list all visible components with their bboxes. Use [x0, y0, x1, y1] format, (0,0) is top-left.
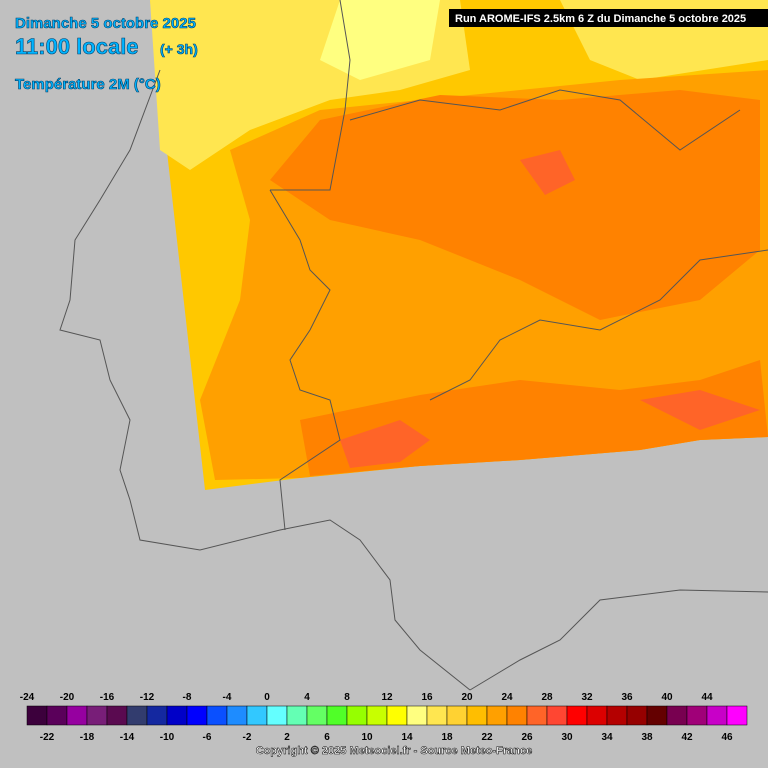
- legend-swatch: [726, 705, 748, 726]
- legend-swatch: [366, 705, 388, 726]
- legend-label: 22: [481, 732, 493, 743]
- legend-label: -16: [100, 692, 115, 703]
- legend-label: -6: [203, 732, 212, 743]
- legend-label: -20: [60, 692, 75, 703]
- legend-label: 2: [284, 732, 290, 743]
- legend-swatch: [526, 705, 548, 726]
- legend-swatch: [706, 705, 728, 726]
- legend-label: 16: [421, 692, 433, 703]
- legend-label: 12: [381, 692, 393, 703]
- legend-swatch: [166, 705, 188, 726]
- time: 11:00 locale: [15, 34, 139, 59]
- legend-label: 18: [441, 732, 453, 743]
- legend-label: -8: [183, 692, 192, 703]
- legend-label: 20: [461, 692, 473, 703]
- date: Dimanche 5 octobre 2025: [15, 15, 196, 32]
- legend-swatch: [326, 705, 348, 726]
- legend-swatch: [446, 705, 468, 726]
- legend-swatch: [66, 705, 88, 726]
- legend-swatch: [286, 705, 308, 726]
- legend-label: -22: [40, 732, 55, 743]
- legend-swatch: [46, 705, 68, 726]
- legend: -24-22-20-18-16-14-12-10-8-6-4-202468101…: [20, 692, 748, 743]
- legend-swatch: [606, 705, 628, 726]
- legend-swatch: [246, 705, 268, 726]
- legend-swatch: [506, 705, 528, 726]
- parameter: Température 2M (°C): [15, 76, 161, 93]
- offset: (+ 3h): [160, 41, 198, 57]
- legend-label: 26: [521, 732, 533, 743]
- legend-swatch: [646, 705, 668, 726]
- legend-swatch: [486, 705, 508, 726]
- legend-label: 40: [661, 692, 673, 703]
- run-info: Run AROME-IFS 2.5km 6 Z du Dimanche 5 oc…: [455, 13, 746, 25]
- legend-swatch: [566, 705, 588, 726]
- legend-label: -14: [120, 732, 135, 743]
- legend-label: -10: [160, 732, 175, 743]
- legend-label: 8: [344, 692, 350, 703]
- legend-swatch: [406, 705, 428, 726]
- legend-label: -24: [20, 692, 35, 703]
- temperature-field: [150, 0, 768, 490]
- legend-swatch: [146, 705, 168, 726]
- legend-swatch: [206, 705, 228, 726]
- coastlines: [59, 0, 768, 691]
- legend-swatch: [126, 705, 148, 726]
- legend-label: 42: [681, 732, 693, 743]
- legend-swatch: [226, 705, 248, 726]
- legend-swatch: [386, 705, 408, 726]
- legend-swatch: [26, 705, 48, 726]
- legend-label: -18: [80, 732, 95, 743]
- legend-label: 36: [621, 692, 633, 703]
- run-box: [449, 9, 768, 27]
- legend-swatch: [186, 705, 208, 726]
- copyright: Copyright © 2025 Meteociel.fr - Source M…: [256, 745, 532, 757]
- legend-label: 6: [324, 732, 330, 743]
- legend-label: 4: [304, 692, 310, 703]
- legend-label: 28: [541, 692, 553, 703]
- legend-label: 30: [561, 732, 573, 743]
- legend-swatch: [346, 705, 368, 726]
- legend-label: 32: [581, 692, 593, 703]
- legend-label: 38: [641, 732, 653, 743]
- legend-label: 34: [601, 732, 613, 743]
- legend-swatch: [626, 705, 648, 726]
- legend-swatch: [266, 705, 288, 726]
- legend-swatch: [686, 705, 708, 726]
- legend-swatch: [666, 705, 688, 726]
- legend-swatch: [106, 705, 128, 726]
- legend-label: 44: [701, 692, 713, 703]
- legend-swatch: [306, 705, 328, 726]
- legend-swatch: [466, 705, 488, 726]
- legend-swatch: [426, 705, 448, 726]
- legend-swatch: [86, 705, 108, 726]
- legend-label: 46: [721, 732, 733, 743]
- legend-label: -12: [140, 692, 155, 703]
- legend-label: 24: [501, 692, 513, 703]
- legend-label: -4: [223, 692, 232, 703]
- legend-swatch: [586, 705, 608, 726]
- legend-label: -2: [243, 732, 252, 743]
- legend-label: 0: [264, 692, 270, 703]
- legend-label: 14: [401, 732, 413, 743]
- legend-label: 10: [361, 732, 373, 743]
- legend-swatch: [546, 705, 568, 726]
